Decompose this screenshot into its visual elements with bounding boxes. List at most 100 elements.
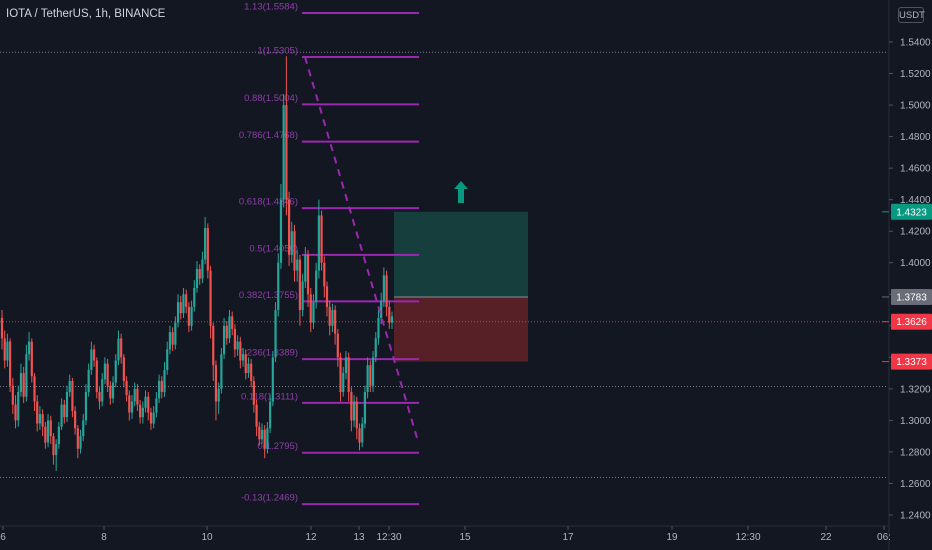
- candle-body-73: [198, 269, 201, 279]
- candle-105: [285, 56, 288, 216]
- candle-46: [125, 376, 128, 402]
- candle-body-18: [49, 420, 52, 437]
- candle-8: [22, 366, 25, 404]
- candle-143: [388, 300, 391, 329]
- candle-144: [390, 311, 394, 329]
- candle-body-47: [128, 395, 131, 413]
- candle-body-13: [36, 401, 39, 424]
- time-axis[interactable]: 6 8 10 12 13 12:30 15 17 19 12:30 22 06:: [0, 525, 891, 543]
- price-badge-bg-1.3626: [891, 313, 932, 330]
- candle-74: [201, 251, 204, 284]
- candle-138: [374, 332, 377, 363]
- candle-1: [3, 330, 6, 369]
- candle-126: [342, 366, 345, 397]
- price-tick-1.2800: 1.2800: [900, 447, 931, 458]
- candle-body-81: [220, 354, 223, 389]
- candle-body-37: [101, 379, 104, 402]
- price-badge-1.3373: 1.3373: [882, 353, 932, 370]
- price-badge-bg-1.3783: [891, 288, 932, 305]
- position-zones: [394, 211, 528, 362]
- candle-132: [358, 423, 361, 451]
- candle-9: [25, 344, 28, 402]
- candle-body-117: [317, 215, 320, 271]
- time-tick-5: 12:30: [376, 532, 401, 543]
- candle-21: [57, 421, 60, 449]
- candle-103: [279, 183, 283, 270]
- candle-131: [355, 396, 358, 440]
- candle-body-49: [133, 388, 136, 402]
- candle-25: [68, 374, 71, 397]
- candle-23: [63, 399, 66, 424]
- candle-body-111: [301, 281, 304, 311]
- candle-body-6: [17, 392, 20, 421]
- trendline[interactable]: [304, 56, 419, 442]
- price-tick-1.2400: 1.2400: [900, 511, 931, 522]
- candle-32: [87, 363, 90, 397]
- candle-64: [174, 316, 177, 350]
- candle-79: [214, 360, 218, 421]
- candle-body-116: [315, 270, 318, 303]
- price-tick-1.4000: 1.4000: [900, 258, 931, 269]
- candle-68: [185, 289, 188, 314]
- candle-111: [301, 273, 304, 317]
- fib-label-0.618: 0.618(1.4346): [239, 197, 298, 208]
- candle-48: [130, 395, 134, 419]
- candle-body-33: [90, 349, 93, 370]
- candle-37: [101, 373, 104, 407]
- candle-body-121: [328, 306, 331, 326]
- candle-106: [287, 191, 291, 266]
- candle-body-78: [212, 325, 215, 366]
- candle-57: [155, 392, 158, 418]
- candle-140: [380, 292, 383, 325]
- candle-body-21: [57, 426, 60, 445]
- candle-body-3: [9, 341, 12, 386]
- candle-body-133: [361, 423, 364, 443]
- candle-body-86: [233, 328, 237, 350]
- candle-body-128: [347, 357, 350, 393]
- candle-50: [136, 384, 139, 411]
- candle-body-51: [139, 404, 142, 418]
- candle-body-140: [380, 300, 383, 318]
- candle-26: [71, 377, 74, 418]
- candle-56: [152, 406, 155, 429]
- candle-45: [122, 354, 125, 388]
- up-arrow-icon: [454, 181, 468, 203]
- candle-body-42: [114, 360, 117, 383]
- candle-body-64: [174, 322, 177, 345]
- candle-body-129: [350, 392, 353, 421]
- price-badge-text-1.3626: 1.3626: [896, 317, 927, 328]
- candle-body-143: [388, 306, 391, 323]
- candle-27: [74, 406, 77, 435]
- candle-body-79: [214, 365, 218, 402]
- trendline-dashed: [304, 56, 419, 442]
- candle-body-130: [352, 401, 356, 421]
- time-tick-11: 06:: [877, 532, 891, 543]
- candle-100: [271, 351, 274, 407]
- fibonacci-retracement[interactable]: 1.13(1.5584) 1(1.5305) 0.88(1.5004) 0.786(1…: [239, 1, 419, 506]
- candle-70: [190, 300, 193, 331]
- candle-87: [236, 335, 239, 356]
- candle-body-92: [250, 363, 253, 381]
- candle-91: [247, 357, 250, 378]
- candle-34: [92, 344, 96, 367]
- candle-body-10: [27, 341, 31, 355]
- candle-107: [290, 221, 293, 263]
- up-arrow-shape: [454, 181, 468, 203]
- candle-116: [315, 262, 318, 309]
- candle-body-87: [236, 341, 239, 350]
- candle-body-115: [312, 302, 315, 323]
- candle-28: [76, 425, 79, 459]
- candle-130: [352, 395, 356, 427]
- candle-92: [250, 358, 253, 388]
- candle-127: [344, 351, 348, 380]
- candle-body-43: [117, 338, 120, 361]
- price-axis-labels: 1.4323 1.3783 1.3626 1.3373: [882, 203, 932, 370]
- candle-39: [106, 358, 109, 393]
- candle-35: [95, 357, 98, 399]
- candle-body-137: [371, 357, 375, 386]
- price-tick-1.4600: 1.4600: [900, 164, 931, 175]
- candle-76: [206, 223, 209, 279]
- candle-60: [163, 362, 166, 397]
- currency-badge[interactable]: USDT: [898, 7, 925, 23]
